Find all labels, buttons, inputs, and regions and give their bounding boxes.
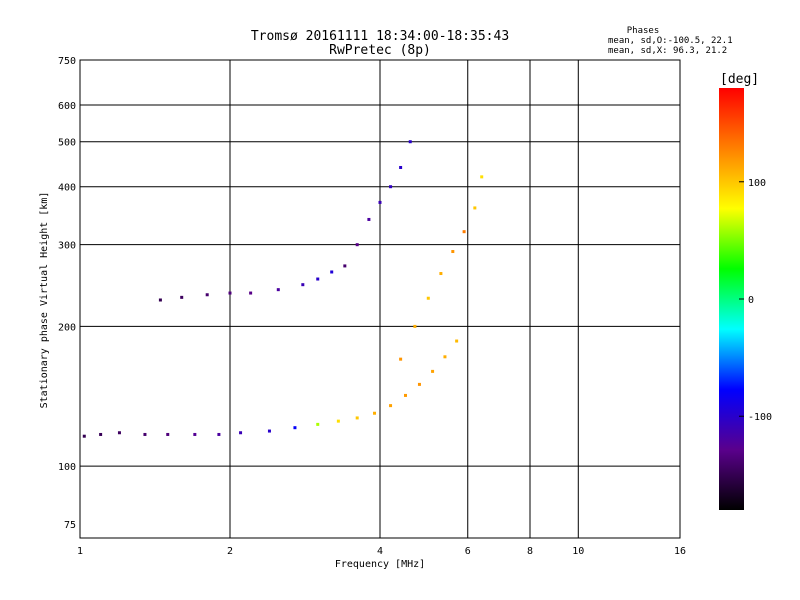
data-point xyxy=(355,243,359,247)
data-point xyxy=(166,432,170,436)
data-point xyxy=(443,355,447,359)
colorbar-tick-label: 0 xyxy=(748,295,754,306)
data-point xyxy=(413,324,417,328)
data-point xyxy=(451,250,455,254)
y-tick-label: 600 xyxy=(58,101,76,112)
y-tick-label: 500 xyxy=(58,138,76,149)
y-tick-label: 750 xyxy=(58,56,76,67)
colorbar-tick-label: 100 xyxy=(748,178,766,189)
data-point xyxy=(228,291,232,295)
x-tick-label: 8 xyxy=(527,546,533,557)
data-point xyxy=(426,296,430,300)
x-tick-label: 2 xyxy=(227,546,233,557)
data-point xyxy=(408,140,412,144)
y-axis-ticks: 75 100 200 300 400 500 600 750 xyxy=(58,56,76,531)
chart-subtitle: RwPretec (8p) xyxy=(329,43,431,58)
data-point xyxy=(378,200,382,204)
data-point xyxy=(343,264,347,268)
data-point xyxy=(267,429,271,433)
data-point xyxy=(330,270,334,274)
chart-title: Tromsø 20161111 18:34:00-18:35:43 xyxy=(251,29,509,44)
data-point xyxy=(417,382,421,386)
x-axis-ticks: 1 2 4 6 8 10 16 xyxy=(77,546,686,557)
data-point xyxy=(336,419,340,423)
data-point xyxy=(316,422,320,426)
data-point xyxy=(82,434,86,438)
stats-line-x: mean, sd,X: 96.3, 21.2 xyxy=(608,46,727,56)
data-point xyxy=(473,206,477,210)
data-point xyxy=(193,432,197,436)
data-point xyxy=(480,175,484,179)
data-point xyxy=(355,416,359,420)
data-point xyxy=(399,165,403,169)
colorbar-label: [deg] xyxy=(720,72,759,87)
data-point xyxy=(399,357,403,361)
y-tick-label: 75 xyxy=(64,520,76,531)
plot-grid xyxy=(80,60,680,538)
data-point xyxy=(431,369,435,373)
colorbar-ticks: 100 0 -100 xyxy=(739,178,772,423)
stats-line-o: mean, sd,O:-100.5, 22.1 xyxy=(608,36,733,46)
x-axis-label: Frequency [MHz] xyxy=(335,559,425,570)
plot-points xyxy=(82,140,484,438)
y-axis-label: Stationary phase Virtual Height [km] xyxy=(39,192,50,409)
y-tick-label: 400 xyxy=(58,183,76,194)
y-tick-label: 300 xyxy=(58,241,76,252)
data-point xyxy=(316,277,320,281)
data-point xyxy=(276,288,280,292)
data-point xyxy=(403,393,407,397)
x-tick-label: 4 xyxy=(377,546,383,557)
data-point xyxy=(205,293,209,297)
colorbar-tick-label: -100 xyxy=(748,412,772,423)
data-point xyxy=(217,432,221,436)
plot-frame xyxy=(79,59,681,539)
x-tick-label: 10 xyxy=(572,546,584,557)
data-point xyxy=(389,185,393,189)
y-tick-label: 100 xyxy=(58,462,76,473)
data-point xyxy=(455,339,459,343)
data-point xyxy=(389,404,393,408)
x-tick-label: 16 xyxy=(674,546,686,557)
y-tick-label: 200 xyxy=(58,322,76,333)
x-tick-label: 6 xyxy=(465,546,471,557)
data-point xyxy=(293,426,297,430)
data-point xyxy=(462,230,466,234)
data-point xyxy=(180,295,184,299)
data-point xyxy=(239,431,243,435)
data-point xyxy=(158,298,162,302)
data-point xyxy=(367,217,371,221)
stats-heading: Phases xyxy=(627,26,660,36)
data-point xyxy=(117,431,121,435)
data-point xyxy=(249,291,253,295)
data-point xyxy=(99,432,103,436)
data-point xyxy=(439,272,443,276)
data-point xyxy=(301,283,305,287)
x-tick-label: 1 xyxy=(77,546,83,557)
data-point xyxy=(373,411,377,415)
data-point xyxy=(143,432,147,436)
